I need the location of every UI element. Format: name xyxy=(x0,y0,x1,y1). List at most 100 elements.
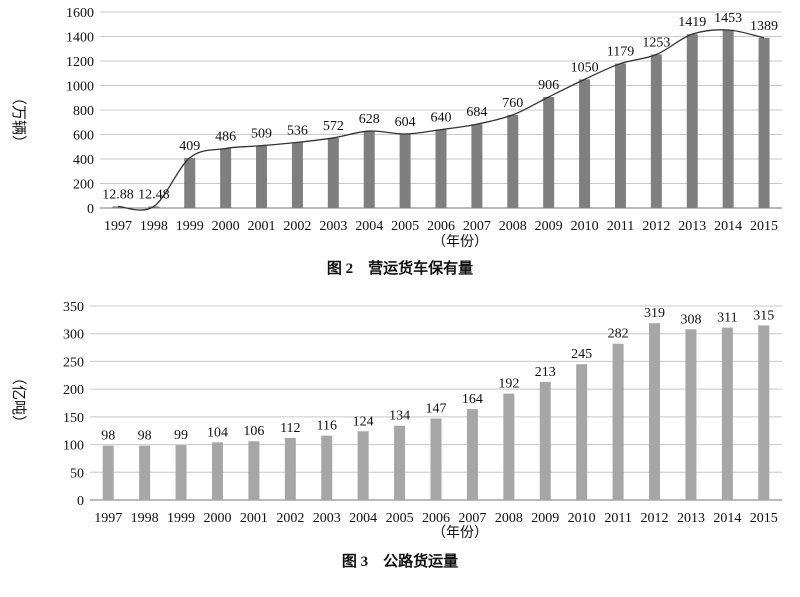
data-label-2011: 1179 xyxy=(607,45,634,60)
y-tick-label: 350 xyxy=(63,300,84,315)
x-tick-label: 2014 xyxy=(713,511,741,526)
chart-vehicles-y-axis-label: （万辆） xyxy=(10,90,27,150)
data-label-2007: 164 xyxy=(462,392,483,407)
chart-vehicles-data-labels: 12.88 12.48 409 486 509 536 572 628 604 640 684 760… xyxy=(102,11,778,202)
x-tick-label: 2012 xyxy=(641,511,669,526)
data-label-2010: 1050 xyxy=(571,60,599,75)
bar-2004 xyxy=(357,431,369,500)
data-label-2011: 282 xyxy=(608,327,629,342)
bar-2010 xyxy=(576,364,588,500)
bar-1999 xyxy=(175,445,187,500)
x-tick-label: 1997 xyxy=(104,219,132,234)
bar-2011 xyxy=(614,63,626,209)
y-tick-label: 1600 xyxy=(66,6,94,21)
chart-vehicles-x-ticks: 1997 1998 1999 2000 2001 2002 2003 2004 2005 2006… xyxy=(104,219,778,234)
chart-freight-x-axis-label: （年份） xyxy=(432,525,488,541)
y-tick-label: 600 xyxy=(73,129,94,144)
data-label-1999: 409 xyxy=(179,139,200,154)
data-label-2013: 1419 xyxy=(678,15,706,30)
bar-2012 xyxy=(650,54,662,208)
bar-2003 xyxy=(327,137,339,208)
y-tick-label: 0 xyxy=(77,494,84,509)
y-tick-label: 50 xyxy=(70,466,84,481)
x-tick-label: 2001 xyxy=(248,219,276,234)
bar-2009 xyxy=(543,97,555,208)
bar-2015 xyxy=(758,325,770,500)
bar-1998 xyxy=(139,445,151,500)
chart-freight: 0 50 100 150 200 250 300 350 98 98 99 104 106 112 116… xyxy=(10,300,782,570)
chart-vehicles-bars xyxy=(112,30,770,209)
data-label-2009: 213 xyxy=(535,365,556,380)
y-tick-label: 1000 xyxy=(66,80,94,95)
x-tick-label: 2011 xyxy=(604,511,631,526)
chart-freight-x-ticks: 1997 1998 1999 2000 2001 2002 2003 2004 2005 2006… xyxy=(94,511,778,526)
bar-2012 xyxy=(649,323,661,500)
data-label-2006: 147 xyxy=(426,402,447,417)
y-tick-label: 1200 xyxy=(66,55,94,70)
bar-2000 xyxy=(220,148,232,208)
x-tick-label: 2014 xyxy=(714,219,742,234)
data-label-2009: 906 xyxy=(538,78,559,93)
bar-2015 xyxy=(758,37,770,208)
x-tick-label: 2007 xyxy=(458,511,486,526)
x-tick-label: 2009 xyxy=(531,511,559,526)
bar-1999 xyxy=(184,157,196,208)
data-label-1997: 12.88 xyxy=(102,187,134,202)
bar-2005 xyxy=(394,425,406,500)
data-label-2013: 308 xyxy=(680,312,701,327)
data-label-2012: 1253 xyxy=(642,36,670,51)
chart-freight-y-ticks: 0 50 100 150 200 250 300 350 xyxy=(63,300,84,509)
y-tick-label: 250 xyxy=(63,355,84,370)
x-tick-label: 2013 xyxy=(677,511,705,526)
data-label-2015: 1389 xyxy=(750,19,778,34)
x-tick-label: 2000 xyxy=(212,219,240,234)
data-label-2001: 509 xyxy=(251,127,272,142)
bar-2010 xyxy=(579,79,591,208)
bar-2003 xyxy=(321,435,333,500)
data-label-2002: 536 xyxy=(287,123,308,138)
bar-2001 xyxy=(248,441,260,500)
data-label-1998: 12.48 xyxy=(138,187,170,202)
bar-2013 xyxy=(685,329,697,500)
x-tick-label: 2008 xyxy=(495,511,523,526)
bar-2006 xyxy=(430,418,442,500)
bar-2002 xyxy=(291,142,303,208)
x-tick-label: 2006 xyxy=(422,511,450,526)
data-label-2005: 134 xyxy=(389,409,410,424)
chart-freight-caption: 图 3 公路货运量 xyxy=(342,552,458,570)
bar-2011 xyxy=(612,343,624,500)
x-tick-label: 2008 xyxy=(499,219,527,234)
bar-2008 xyxy=(507,114,519,208)
x-tick-label: 2004 xyxy=(349,511,377,526)
y-tick-label: 1400 xyxy=(66,31,94,46)
bar-2009 xyxy=(539,381,551,500)
chart-freight-data-labels: 98 98 99 104 106 112 116 124 134 147 164 192 213 245 2… xyxy=(101,306,774,443)
x-tick-label: 2013 xyxy=(678,219,706,234)
bar-2007 xyxy=(471,124,483,208)
bar-2004 xyxy=(363,131,375,208)
data-label-2007: 684 xyxy=(466,105,487,120)
chart-vehicles-y-ticks: 0 200 400 600 800 1000 1200 1400 1600 xyxy=(66,6,94,217)
x-tick-label: 2010 xyxy=(571,219,599,234)
y-tick-label: 200 xyxy=(73,178,94,193)
x-tick-label: 2011 xyxy=(607,219,634,234)
data-label-2004: 124 xyxy=(353,414,374,429)
y-tick-label: 400 xyxy=(73,153,94,168)
bar-2014 xyxy=(721,327,733,500)
bar-2008 xyxy=(503,393,515,500)
data-label-1998: 98 xyxy=(138,429,152,444)
chart-vehicles-grid xyxy=(100,11,782,209)
data-label-2014: 1453 xyxy=(714,11,742,26)
data-label-1999: 99 xyxy=(174,428,188,443)
y-tick-label: 300 xyxy=(63,328,84,343)
chart-freight-y-axis-label: （亿吨） xyxy=(10,370,27,430)
x-tick-label: 2007 xyxy=(463,219,491,234)
data-label-2003: 116 xyxy=(316,419,336,434)
trend-line xyxy=(117,29,765,211)
y-tick-label: 0 xyxy=(87,202,94,217)
x-tick-label: 2010 xyxy=(568,511,596,526)
bar-1997 xyxy=(112,206,124,208)
y-tick-label: 100 xyxy=(63,439,84,454)
bar-1997 xyxy=(102,445,114,500)
